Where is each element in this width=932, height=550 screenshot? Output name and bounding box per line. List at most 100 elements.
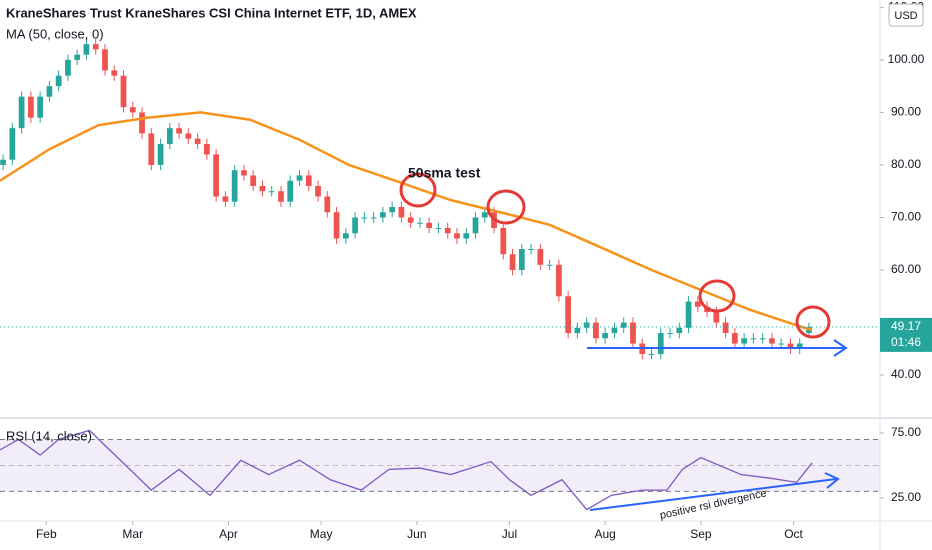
candle-body <box>472 217 479 234</box>
candle-body <box>213 154 220 197</box>
candle-body <box>778 343 785 345</box>
candle-body <box>222 196 229 202</box>
candle-body <box>463 233 470 239</box>
chart-title: KraneShares Trust KraneShares CSI China … <box>6 5 417 20</box>
y-tick-label: 75.00 <box>891 425 921 439</box>
candle-body <box>18 96 25 129</box>
candle-body <box>185 133 192 139</box>
candle-body <box>148 133 155 165</box>
currency: USD <box>894 10 917 22</box>
arrow-head <box>824 472 840 489</box>
candle-body <box>102 49 108 71</box>
x-tick-label: Apr <box>219 527 238 541</box>
candle-body <box>398 206 405 218</box>
x-tick-label: Aug <box>595 527 616 541</box>
candle-body <box>370 217 377 219</box>
candle-body <box>296 175 303 181</box>
candle-body <box>305 175 312 186</box>
annotation: 50sma test <box>408 165 481 181</box>
countdown: 01:46 <box>891 335 921 349</box>
candle-body <box>157 143 164 165</box>
y-tick-label: 70.00 <box>891 210 921 224</box>
candle-body <box>796 343 803 349</box>
candle-body <box>139 112 145 134</box>
candle-body <box>74 54 81 60</box>
candle-body <box>537 249 544 265</box>
currency-box[interactable] <box>888 3 924 27</box>
candle-body <box>0 159 6 165</box>
candle-body <box>9 128 16 160</box>
candle-body <box>37 96 44 118</box>
candle-body <box>528 249 534 250</box>
candle-body <box>176 128 182 134</box>
last-price-box <box>880 317 932 352</box>
candle-body <box>426 222 433 228</box>
candle-body <box>565 296 572 334</box>
candle-body <box>741 338 748 344</box>
candle-body <box>454 233 460 239</box>
candle-body <box>129 107 136 113</box>
candle-body <box>250 175 257 186</box>
candle-body <box>287 180 294 202</box>
candle-body <box>333 212 340 239</box>
candle-body <box>278 191 284 202</box>
candle-body <box>435 227 442 229</box>
candle-body <box>602 333 609 339</box>
candle-body <box>342 233 349 239</box>
x-tick-label: Mar <box>122 527 143 541</box>
candle-body <box>389 206 396 213</box>
candle-body <box>722 322 729 334</box>
candle-body <box>509 254 516 271</box>
candle-body <box>361 217 368 219</box>
candle-body <box>481 212 488 218</box>
candle-body <box>685 301 692 328</box>
candle-body <box>546 264 553 266</box>
divergence-line <box>589 478 837 511</box>
candle-body <box>444 227 451 234</box>
candle-body <box>194 138 201 144</box>
circle-marker <box>486 189 526 225</box>
candle-body <box>55 75 62 87</box>
candle-body <box>259 185 266 192</box>
candle-body <box>657 333 664 355</box>
candle-body <box>518 249 525 271</box>
candle-body <box>380 212 386 218</box>
y-tick-label: 100.00 <box>888 52 925 66</box>
candle-body <box>750 338 757 340</box>
y-tick-label: 90.00 <box>891 105 921 119</box>
candle-body <box>694 301 701 307</box>
candle-body <box>111 70 118 76</box>
candle-body <box>732 333 738 344</box>
y-tick-label: 60.00 <box>891 262 921 276</box>
candle-body <box>556 264 562 297</box>
candle-body <box>500 227 507 255</box>
candle-body <box>583 322 590 328</box>
candle-body <box>65 59 71 76</box>
candle-body <box>667 333 673 335</box>
arrows <box>587 339 848 511</box>
y-tick-label: 40.00 <box>891 367 921 381</box>
circle-marker <box>698 279 736 313</box>
candle-body <box>46 86 53 97</box>
candle-body <box>92 44 99 50</box>
candle-body <box>593 322 599 339</box>
drawings <box>399 172 831 339</box>
candle-body <box>231 170 238 202</box>
indicator-legend: MA (50, close, 0) <box>6 26 104 41</box>
candle-body <box>574 327 581 334</box>
candle-body <box>83 44 90 55</box>
x-tick-label: Sep <box>690 527 712 541</box>
rsi-pane <box>0 429 880 511</box>
y-tick-label: 80.00 <box>891 157 921 171</box>
x-tick-label: May <box>310 527 333 541</box>
circle-marker <box>795 305 831 339</box>
last-price-label: 49.17 <box>891 319 921 333</box>
candle-body <box>241 170 247 176</box>
candle-body <box>120 75 127 108</box>
arrow-head <box>833 339 848 357</box>
candle-body <box>28 96 34 118</box>
candle-body <box>676 327 683 334</box>
candle-body <box>166 128 173 144</box>
candle-body <box>268 191 275 193</box>
